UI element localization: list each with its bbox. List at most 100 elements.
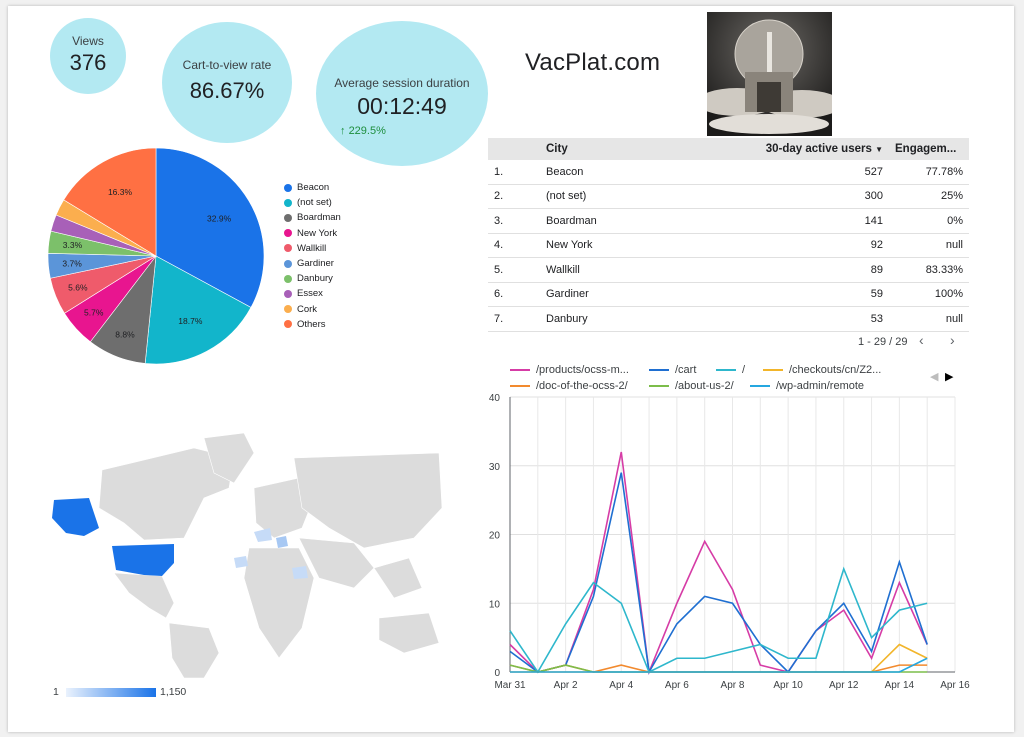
series-line[interactable] [509, 472, 928, 675]
alaska-shape [52, 498, 99, 536]
session-duration-label: Average session duration [334, 76, 470, 90]
y-tick-label: 0 [494, 668, 500, 679]
line-legend-item[interactable]: /products/ocss-m... [510, 364, 629, 376]
pie-slice-label: 8.8% [115, 329, 135, 339]
rank-cell: 1. [488, 160, 540, 185]
engagement-cell: 25% [889, 184, 969, 209]
line-legend-item[interactable]: /about-us-2/ [649, 380, 734, 392]
legend-line-icon [750, 385, 770, 387]
session-duration-scorecard: Average session duration 00:12:49 ↑ 229.… [316, 21, 488, 166]
legend-line-icon [763, 369, 783, 371]
legend-next-icon[interactable]: ▶ [945, 371, 954, 383]
pie-legend-item[interactable]: Boardman [284, 210, 341, 225]
pie-slice-label: 32.9% [207, 213, 232, 223]
map-scale-min: 1 [53, 686, 59, 698]
pie-legend-label: New York [297, 227, 338, 239]
legend-dot-icon [284, 244, 292, 253]
pie-slice[interactable] [63, 147, 157, 257]
pie-legend-item[interactable]: (not set) [284, 195, 341, 210]
y-tick-label: 40 [489, 393, 501, 404]
series-line[interactable] [509, 451, 928, 676]
users-header-label: 30-day active users [765, 143, 872, 155]
pie-legend-label: Wallkill [297, 242, 327, 254]
x-tick-label: Apr 14 [885, 680, 915, 691]
pie-legend-item[interactable]: New York [284, 226, 341, 241]
rank-cell: 6. [488, 282, 540, 307]
pie-legend-label: Cork [297, 303, 318, 315]
sort-desc-icon: ▼ [875, 145, 883, 154]
line-legend-item[interactable]: /cart [649, 364, 696, 376]
session-delta: ↑ 229.5% [340, 125, 386, 137]
city-cell: Gardiner [540, 282, 732, 307]
pie-legend-item[interactable]: Others [284, 317, 341, 332]
rank-cell: 7. [488, 306, 540, 332]
x-tick-label: Apr 10 [773, 680, 803, 691]
y-tick-label: 10 [489, 599, 501, 610]
users-cell: 59 [732, 282, 889, 307]
line-legend-item[interactable]: / [716, 364, 745, 376]
pie-legend: Beacon (not set) Boardman New York Wallkill G… [284, 180, 341, 332]
city-header[interactable]: City [540, 138, 732, 160]
table-row[interactable]: 4. New York 92 null [488, 233, 969, 258]
views-value: 376 [69, 50, 107, 75]
legend-dot-icon [284, 229, 292, 238]
users-header[interactable]: 30-day active users ▼ [732, 138, 889, 160]
rank-header [488, 138, 540, 160]
pie-legend-item[interactable]: Wallkill [284, 241, 341, 256]
engagement-header[interactable]: Engagem... [889, 138, 969, 160]
legend-prev-icon[interactable]: ◀ [930, 371, 939, 383]
x-tick-label: Apr 16 [940, 680, 970, 691]
table-row[interactable]: 7. Danbury 53 null [488, 306, 969, 332]
line-legend-item[interactable]: /doc-of-the-ocss-2/ [510, 380, 628, 392]
engagement-cell: 100% [889, 282, 969, 307]
pie-slice-label: 3.3% [63, 240, 83, 250]
pie-slice-label: 18.7% [178, 316, 203, 326]
prev-page-button[interactable]: ‹ [919, 332, 924, 348]
pie-legend-item[interactable]: Cork [284, 302, 341, 317]
pie-slice-label: 5.7% [84, 308, 104, 318]
views-scorecard: Views 376 [50, 18, 126, 94]
arrow-up-icon: ↑ [340, 125, 346, 137]
pie-legend-item[interactable]: Danbury [284, 271, 341, 286]
y-tick-label: 30 [489, 462, 501, 473]
table-row[interactable]: 3. Boardman 141 0% [488, 208, 969, 234]
y-tick-label: 20 [489, 531, 501, 542]
pie-legend-label: (not set) [297, 197, 332, 209]
city-table: City 30-day active users ▼ Engagem... 1.… [488, 138, 969, 332]
x-tick-label: Apr 4 [609, 680, 633, 691]
session-delta-value: 229.5% [348, 125, 386, 137]
cart-rate-label: Cart-to-view rate [182, 58, 272, 72]
pie-legend-label: Beacon [297, 182, 330, 194]
users-cell: 53 [732, 306, 889, 332]
table-row[interactable]: 1. Beacon 527 77.78% [488, 160, 969, 185]
table-header-row: City 30-day active users ▼ Engagem... [488, 138, 969, 160]
page-views-line-chart: 0 10 20 30 40 Mar 31 Apr 2 Apr 4 Apr 6 Apr 8 Apr 1… [489, 393, 970, 691]
city-cell: Boardman [540, 208, 732, 234]
series-line[interactable] [509, 664, 928, 673]
table-row[interactable]: 2. (not set) 300 25% [488, 184, 969, 209]
pie-slice[interactable] [155, 147, 265, 308]
engagement-cell: 77.78% [889, 160, 969, 185]
users-cell: 527 [732, 160, 889, 185]
series-line[interactable] [509, 566, 928, 674]
legend-dot-icon [284, 320, 292, 329]
table-row[interactable]: 6. Gardiner 59 100% [488, 282, 969, 307]
city-cell: New York [540, 233, 732, 258]
brand-logo-image [707, 12, 832, 136]
pie-slice[interactable] [144, 255, 252, 365]
line-legend-label: /wp-admin/remote [776, 380, 865, 392]
series-line[interactable] [510, 657, 928, 673]
line-legend-item[interactable]: /checkouts/cn/Z2... [763, 364, 881, 376]
pie-legend-item[interactable]: Beacon [284, 180, 341, 195]
users-cell: 141 [732, 208, 889, 234]
pie-legend-item[interactable]: Essex [284, 286, 341, 301]
users-cell: 89 [732, 257, 889, 283]
city-cell: Beacon [540, 160, 732, 185]
pie-slice-label: 5.6% [68, 283, 88, 293]
table-row[interactable]: 5. Wallkill 89 83.33% [488, 257, 969, 283]
line-legend-item[interactable]: /wp-admin/remote [750, 380, 864, 392]
legend-line-icon [649, 369, 669, 371]
pie-legend-item[interactable]: Gardiner [284, 256, 341, 271]
next-page-button[interactable]: › [950, 332, 955, 348]
legend-dot-icon [284, 259, 292, 268]
